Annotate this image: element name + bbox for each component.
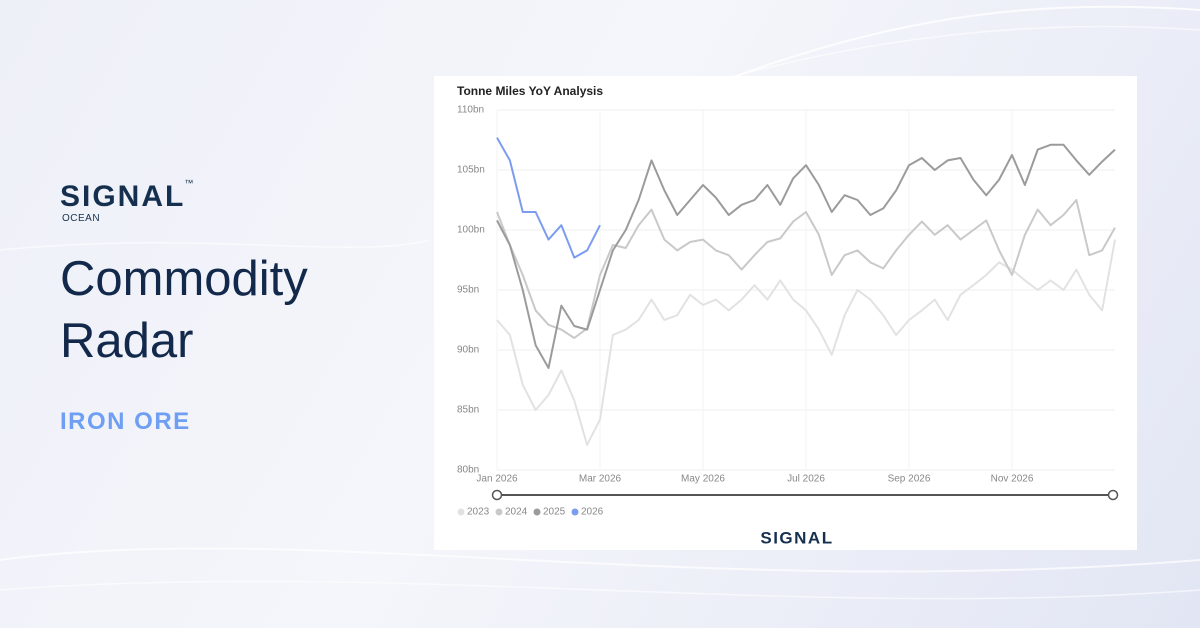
chart-card xyxy=(434,76,1137,550)
brand-logo: SIGNAL OCEAN ™ xyxy=(60,178,193,224)
y-tick-label: 105bn xyxy=(457,165,485,176)
legend-marker xyxy=(457,508,465,516)
y-tick-label: 100bn xyxy=(457,225,485,236)
legend-label: 2026 xyxy=(581,507,604,518)
slider-handle[interactable] xyxy=(491,489,503,501)
x-tick-label: May 2026 xyxy=(681,474,725,485)
series-line xyxy=(496,199,1116,339)
x-tick-label: Jan 2026 xyxy=(476,474,518,485)
x-tick-label: Nov 2026 xyxy=(991,474,1034,485)
intro: SIGNAL OCEAN ™ Commodity Radar IRON ORE xyxy=(60,178,420,436)
commodity: IRON ORE xyxy=(60,408,191,435)
x-tick-label: Sep 2026 xyxy=(888,474,931,485)
legend-label: 2024 xyxy=(505,507,528,518)
legend-marker xyxy=(533,508,541,516)
footer-logo: SIGNAL xyxy=(760,528,833,547)
legend-label: 2023 xyxy=(467,507,490,518)
slider-handle[interactable] xyxy=(1107,489,1119,501)
y-tick-label: 85bn xyxy=(457,405,479,416)
y-tick-label: 95bn xyxy=(457,285,479,296)
y-tick-label: 90bn xyxy=(457,345,479,356)
headline: Commodity Radar xyxy=(60,252,308,368)
legend-marker xyxy=(495,508,503,516)
brand-tm: ™ xyxy=(184,178,196,188)
x-tick-label: Mar 2026 xyxy=(579,474,622,485)
y-tick-label: 110bn xyxy=(457,105,484,116)
series-line xyxy=(496,143,1116,369)
y-tick-label: 80bn xyxy=(457,465,479,476)
series-line xyxy=(496,137,601,259)
brand-name: SIGNAL xyxy=(60,180,186,213)
x-tick-label: Jul 2026 xyxy=(787,474,825,485)
brand-sub: OCEAN xyxy=(62,213,101,224)
chart-title: Tonne Miles YoY Analysis xyxy=(457,84,603,98)
legend-marker xyxy=(571,508,579,516)
series-line xyxy=(496,239,1116,446)
legend-label: 2025 xyxy=(543,507,566,518)
